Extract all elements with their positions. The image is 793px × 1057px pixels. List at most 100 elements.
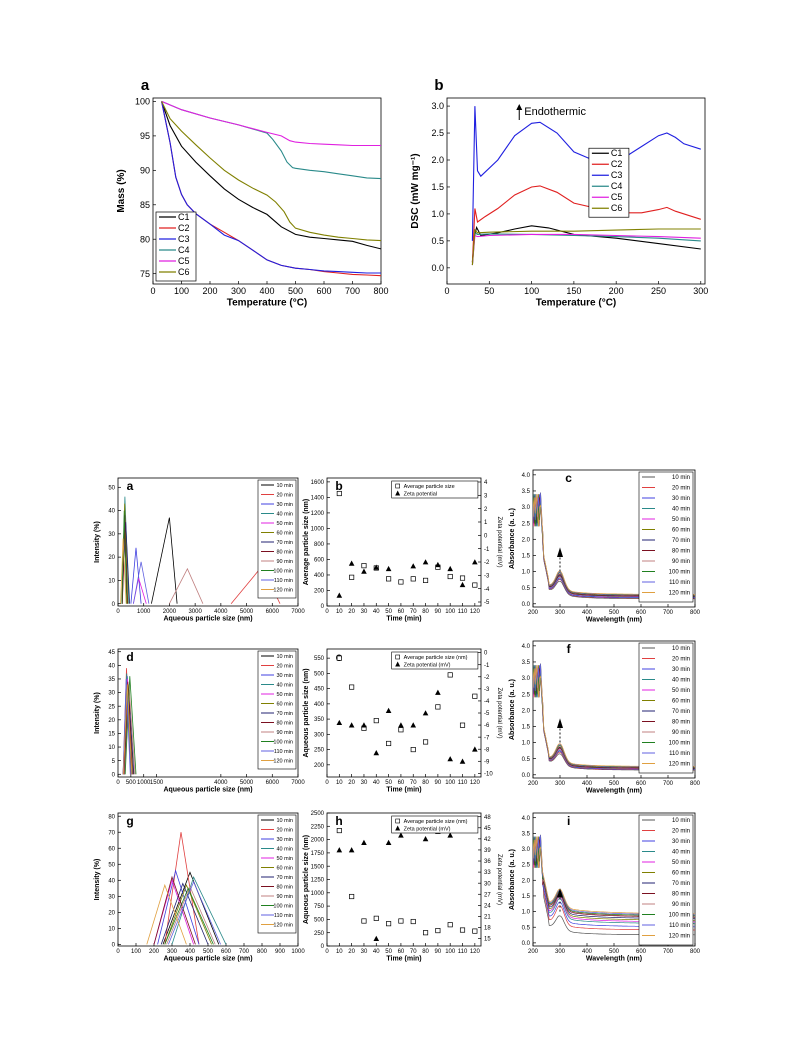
- series-line: [161, 101, 381, 242]
- y2-tick-label: -8: [484, 747, 490, 753]
- y2-tick-label: 45: [484, 826, 491, 832]
- legend-swatch: [395, 654, 400, 660]
- x-axis-label: Time (min): [386, 786, 421, 793]
- scatter-point-triangle: [472, 559, 478, 565]
- endothermic-label: Endothermic: [524, 106, 586, 118]
- legend-label: 110 min: [669, 923, 690, 929]
- x-tick-label: 100: [445, 949, 456, 955]
- y-tick-label: 500: [314, 671, 325, 677]
- series-line: [120, 538, 127, 604]
- legend-label: Average particle size: [404, 484, 455, 490]
- chart-bot-a: 0 1000 2000 3000 4000 5000 6000 7000 0 10 20 30 40 50…: [94, 477, 305, 622]
- plot-area: [336, 655, 478, 764]
- y-tick-label: 0: [112, 942, 116, 948]
- legend-box: [638, 471, 694, 603]
- x-tick-label: 110: [458, 780, 468, 786]
- x-tick-label: 400: [259, 286, 274, 296]
- chart-bot-e: 0 10 20 30 40 50 60 70 80 90 100 110 120 200 250 300 350…: [303, 648, 502, 793]
- scatter-point-square: [386, 921, 392, 927]
- scatter-point-triangle: [422, 559, 429, 565]
- legend-box: [257, 650, 297, 770]
- scatter-point-square: [349, 893, 355, 900]
- legend-label: 50 min: [276, 521, 293, 527]
- y-tick-label: 2.5: [431, 128, 444, 138]
- y-tick-label: 30: [108, 532, 115, 538]
- scatter-point-triangle: [447, 756, 453, 762]
- scatter-point-square: [373, 718, 379, 724]
- legend: Average particle size (nm) Zeta potential…: [391, 815, 479, 834]
- y-tick-label: 3.5: [522, 489, 531, 495]
- x-tick-label: 400: [582, 781, 593, 787]
- legend-label: 120 min: [273, 923, 293, 929]
- y2-tick-label: 0: [484, 651, 488, 657]
- chart-top-b: 0 50 100 150 200 250 300 0.0 0.5 1.0 1.5 2.0 2.5 3.0 T…: [410, 77, 708, 309]
- x-tick-label: 3000: [188, 609, 202, 615]
- x-tick-label: 20: [348, 949, 355, 955]
- y-tick-label: 200: [314, 763, 325, 769]
- y-tick-label: 5: [112, 759, 116, 765]
- scatter-point-square: [472, 928, 478, 934]
- scatter-point-square: [410, 747, 416, 753]
- legend: 10 min 20 min 30 min 40 min 50 min 60 min 70 m…: [257, 814, 297, 934]
- x-tick-label: 100: [131, 949, 142, 955]
- y-tick-label: 1600: [311, 480, 325, 486]
- legend: 10 min 20 min 30 min 40 min 50 min 60 min 70 m…: [638, 814, 694, 946]
- scatter-point-square: [349, 684, 355, 690]
- legend-label: 50 min: [672, 860, 690, 866]
- scatter-point-triangle: [422, 836, 429, 842]
- panel-letter: a: [141, 77, 150, 94]
- trend-arrow-head: [557, 718, 563, 729]
- chart-bot-b: 0 10 20 30 40 50 60 70 80 90 100 110 120020040060080…: [303, 477, 502, 622]
- x-tick-label: 300: [231, 286, 246, 296]
- scatter-point-triangle: [361, 722, 367, 728]
- legend-label: 60 min: [276, 702, 293, 708]
- plot-frame: [117, 477, 299, 607]
- x-tick-label: 1000: [137, 609, 151, 615]
- legend: 10 min 20 min 30 min 40 min 50 min 60 min 70 m…: [257, 650, 297, 770]
- y2-tick-label: -1: [484, 663, 490, 669]
- y-tick-label: 2.0: [522, 708, 531, 714]
- scatter-point-triangle: [447, 832, 453, 838]
- scatter-point-triangle: [348, 722, 355, 728]
- y-tick-label: 0.5: [522, 586, 531, 592]
- x-tick-label: 50: [385, 949, 392, 955]
- y-tick-label: 1500: [311, 864, 325, 870]
- y-tick-label: 3.5: [522, 831, 531, 837]
- scatter-point-square: [447, 922, 453, 928]
- plot-area: [146, 832, 227, 945]
- x-tick-label: 60: [398, 780, 405, 786]
- series-line: [164, 887, 214, 945]
- y-tick-label: 350: [314, 717, 325, 723]
- scatter-point-triangle: [459, 581, 466, 588]
- legend-label: 70 min: [276, 711, 293, 717]
- legend-swatch: [395, 490, 401, 496]
- legend-label: 90 min: [672, 559, 690, 565]
- legend-label: C6: [611, 203, 623, 213]
- plot-area: [122, 668, 137, 775]
- y-axis-label: DSC (mW mg⁻¹): [410, 153, 421, 228]
- x-axis-label: Wavelength (nm): [586, 787, 642, 794]
- y-tick-label: 20: [108, 555, 115, 561]
- legend-label: C5: [611, 192, 623, 202]
- y2-tick-label: -3: [484, 573, 490, 579]
- scatter-point-square: [459, 927, 466, 933]
- x-axis-label: Aqueous particle size (nm): [163, 786, 252, 793]
- legend-label: 50 min: [276, 692, 293, 698]
- scatter-point-triangle: [385, 707, 392, 713]
- legend-label: 30 min: [276, 837, 293, 843]
- legend-label: 110 min: [669, 751, 690, 757]
- y-tick-label: 250: [314, 931, 325, 937]
- legend-label: Average particle size (nm): [404, 819, 468, 825]
- legend-label: Zeta potential (mV): [404, 663, 451, 669]
- y-tick-label: 1.0: [431, 209, 444, 219]
- legend-label: 10 min: [276, 654, 293, 660]
- x-tick-label: 10: [336, 780, 343, 786]
- x-tick-label: 40: [373, 949, 380, 955]
- legend-swatch: [395, 825, 401, 831]
- y-tick-label: 1000: [311, 891, 325, 897]
- legend-label: C1: [178, 212, 190, 222]
- x-tick-label: 400: [582, 949, 593, 955]
- y2-tick-label: -4: [484, 587, 490, 593]
- scatter-point-square: [361, 918, 367, 924]
- x-tick-label: 800: [373, 286, 388, 296]
